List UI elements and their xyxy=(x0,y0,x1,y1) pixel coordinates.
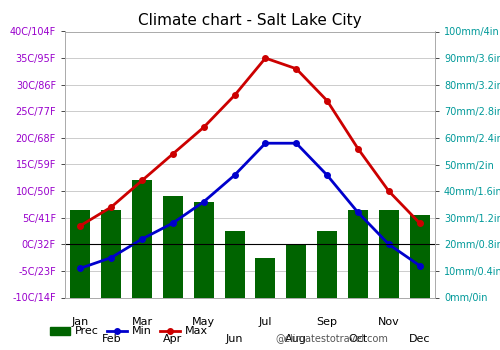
Text: @climatestotravel.com: @climatestotravel.com xyxy=(275,333,388,343)
Text: Apr: Apr xyxy=(164,334,182,344)
Bar xyxy=(132,181,152,298)
Bar xyxy=(378,210,399,298)
Text: Feb: Feb xyxy=(102,334,121,344)
Text: Jun: Jun xyxy=(226,334,244,344)
Bar xyxy=(70,210,90,298)
Bar xyxy=(101,210,121,298)
Bar xyxy=(317,231,337,298)
Text: Oct: Oct xyxy=(348,334,368,344)
Legend: Prec, Min, Max: Prec, Min, Max xyxy=(46,322,212,341)
Text: May: May xyxy=(192,317,216,327)
Bar xyxy=(194,202,214,298)
Text: Jul: Jul xyxy=(258,317,272,327)
Bar xyxy=(410,215,430,298)
Text: Sep: Sep xyxy=(316,317,338,327)
Bar xyxy=(224,231,244,298)
Text: Nov: Nov xyxy=(378,317,400,327)
Text: Dec: Dec xyxy=(409,334,430,344)
Text: Mar: Mar xyxy=(132,317,152,327)
Bar xyxy=(163,196,183,298)
Bar xyxy=(348,210,368,298)
Title: Climate chart - Salt Lake City: Climate chart - Salt Lake City xyxy=(138,13,362,28)
Bar xyxy=(286,244,306,298)
Text: Jan: Jan xyxy=(72,317,89,327)
Text: Aug: Aug xyxy=(286,334,307,344)
Bar xyxy=(256,258,276,298)
